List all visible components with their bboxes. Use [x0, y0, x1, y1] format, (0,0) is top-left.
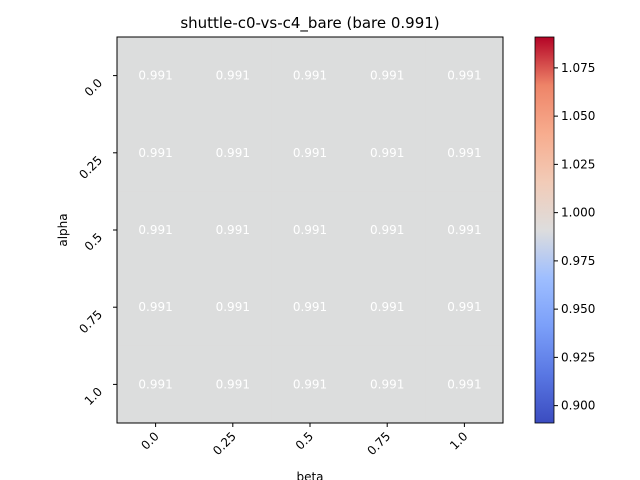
- heatmap-cell: [348, 191, 427, 270]
- colorbar-tick-label: 1.000: [561, 206, 595, 220]
- cell-value-label: 0.991: [216, 223, 250, 237]
- colorbar-tick-label: 0.975: [561, 254, 595, 268]
- cell-value-label: 0.991: [216, 146, 250, 160]
- heatmap-cell: [348, 37, 427, 115]
- cell-value-label: 0.991: [138, 146, 172, 160]
- heatmap-cell: [425, 114, 504, 192]
- cell-value-label: 0.991: [293, 146, 327, 160]
- heatmap-cell: [194, 114, 272, 192]
- heatmap-cell: [194, 268, 272, 347]
- colorbar-tick-label: 0.900: [561, 399, 595, 413]
- colorbar-ticks: 0.900 0.925 0.950 0.975 1.000 1.025 1.050 1.075: [554, 61, 595, 413]
- cell-value-label: 0.991: [138, 377, 172, 391]
- heatmap-cell: [117, 114, 195, 192]
- cell-value-label: 0.991: [447, 300, 481, 314]
- colorbar-tick-label: 0.925: [561, 350, 595, 364]
- heatmap-cells: 0.991 0.991 0.991 0.991 0.991 0.991 0.991 0.991…: [117, 37, 504, 424]
- colorbar-tick-label: 1.025: [561, 157, 595, 171]
- colorbar: [534, 36, 555, 424]
- heatmap-cell: [425, 37, 504, 115]
- heatmap-cell: [117, 345, 195, 424]
- y-tick-label: 0.0: [82, 76, 105, 99]
- heatmap-cell: [194, 37, 272, 115]
- heatmap-cell: [117, 268, 195, 347]
- cell-value-label: 0.991: [370, 223, 404, 237]
- x-tick-label: 0.75: [365, 429, 394, 458]
- heatmap-cell: [348, 114, 427, 192]
- cell-value-label: 0.991: [138, 69, 172, 83]
- heatmap-cell: [271, 191, 350, 270]
- cell-value-label: 0.991: [293, 377, 327, 391]
- cell-value-label: 0.991: [138, 300, 172, 314]
- heatmap-cell: [194, 191, 272, 270]
- cell-value-label: 0.991: [370, 377, 404, 391]
- cell-value-label: 0.991: [216, 377, 250, 391]
- heatmap-cell: [271, 37, 350, 115]
- x-tick-label: 0.0: [138, 429, 161, 452]
- colorbar-tick-label: 1.050: [561, 109, 595, 123]
- heatmap-cell: [348, 345, 427, 424]
- cell-value-label: 0.991: [447, 146, 481, 160]
- cell-value-label: 0.991: [293, 300, 327, 314]
- cell-value-label: 0.991: [216, 300, 250, 314]
- heatmap-cell: [117, 191, 195, 270]
- y-tick-label: 0.5: [82, 230, 105, 253]
- heatmap-cell: [271, 345, 350, 424]
- x-axis-label: beta: [296, 470, 323, 480]
- x-tick-label: 0.5: [293, 429, 316, 452]
- heatmap-cell: [271, 268, 350, 347]
- cell-value-label: 0.991: [138, 223, 172, 237]
- cell-value-label: 0.991: [370, 300, 404, 314]
- heatmap-cell: [271, 114, 350, 192]
- x-tick-label: 0.25: [210, 429, 239, 458]
- cell-value-label: 0.991: [370, 69, 404, 83]
- y-axis-ticks: 0.0 0.25 0.5 0.75 1.0: [76, 75, 117, 408]
- x-axis-ticks: 0.0 0.25 0.5 0.75 1.0: [138, 423, 471, 458]
- y-tick-label: 0.75: [76, 307, 105, 336]
- heatmap-cell: [194, 345, 272, 424]
- x-tick-label: 1.0: [447, 429, 470, 452]
- y-tick-label: 0.25: [76, 153, 105, 182]
- cell-value-label: 0.991: [293, 223, 327, 237]
- cell-value-label: 0.991: [447, 69, 481, 83]
- heatmap-cell: [425, 268, 504, 347]
- cell-value-label: 0.991: [293, 69, 327, 83]
- cell-value-label: 0.991: [447, 223, 481, 237]
- heatmap-cell: [117, 37, 195, 115]
- colorbar-tick-label: 0.950: [561, 302, 595, 316]
- colorbar-tick-label: 1.075: [561, 61, 595, 75]
- heatmap-cell: [425, 191, 504, 270]
- cell-value-label: 0.991: [216, 69, 250, 83]
- y-axis-label: alpha: [56, 213, 70, 246]
- cell-value-label: 0.991: [447, 377, 481, 391]
- heatmap-cell: [348, 268, 427, 347]
- chart-title: shuttle-c0-vs-c4_bare (bare 0.991): [180, 14, 439, 33]
- heatmap-cell: [425, 345, 504, 424]
- y-tick-label: 1.0: [82, 385, 105, 408]
- cell-value-label: 0.991: [370, 146, 404, 160]
